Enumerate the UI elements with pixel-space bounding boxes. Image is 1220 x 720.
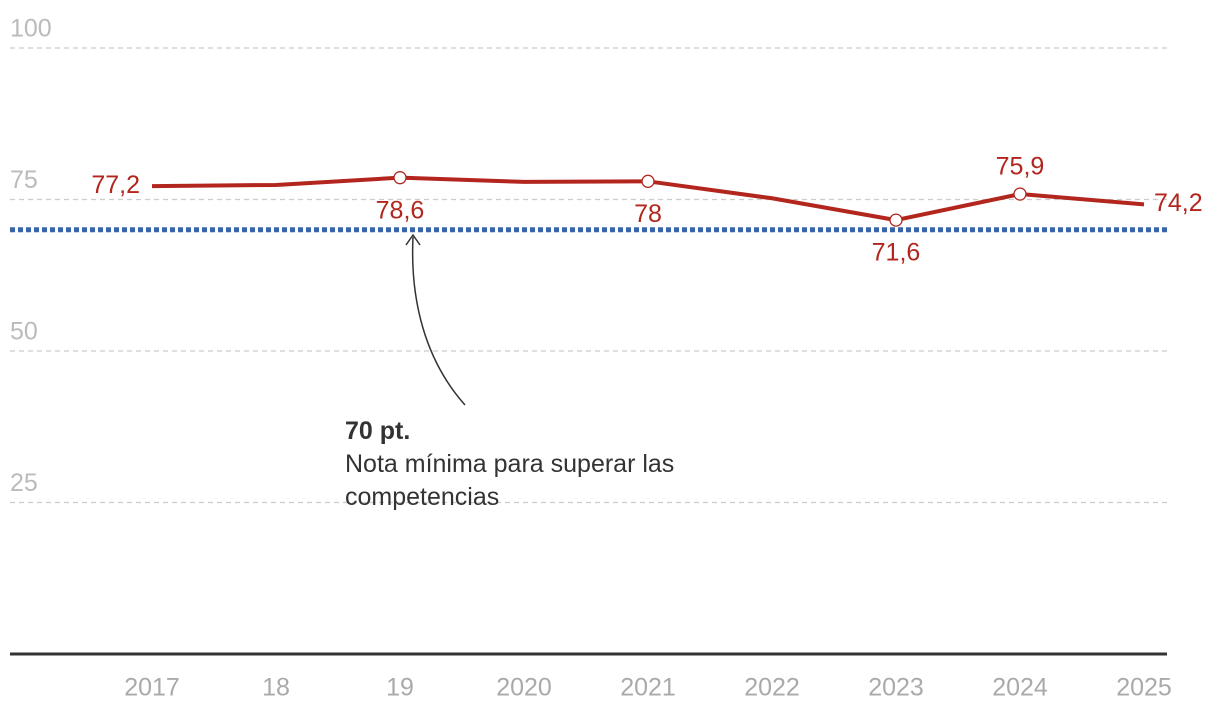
point-marker: [1013, 187, 1027, 201]
data-label: 78: [634, 200, 662, 228]
arrow-head: [405, 233, 421, 246]
x-tick-label: 18: [262, 674, 290, 702]
annotation-arrow: [411, 236, 466, 406]
x-tick-label: 2022: [744, 674, 800, 702]
y-tick-label: 75: [10, 166, 38, 194]
data-label: 71,6: [872, 239, 921, 267]
data-label: 75,9: [996, 153, 1045, 181]
data-label: 78,6: [376, 196, 425, 224]
annotation-text: Nota mínima para superar las competencia…: [345, 450, 675, 511]
y-tick-label: 25: [10, 469, 38, 497]
point-marker: [889, 213, 903, 227]
y-tick-label: 50: [10, 318, 38, 346]
point-marker: [641, 174, 655, 188]
y-tick-label: 100: [10, 15, 52, 43]
x-tick-label: 2017: [124, 674, 180, 702]
annotation: 70 pt. Nota mínima para superar las compe…: [345, 415, 735, 514]
point-marker: [393, 171, 407, 185]
x-tick-label: 2020: [496, 674, 552, 702]
x-tick-label: 2023: [868, 674, 924, 702]
x-tick-label: 2024: [992, 674, 1048, 702]
data-label: 77,2: [91, 171, 140, 199]
data-label: 74,2: [1154, 189, 1203, 217]
x-tick-label: 2021: [620, 674, 676, 702]
x-tick-label: 19: [386, 674, 414, 702]
x-tick-label: 2025: [1116, 674, 1172, 702]
annotation-title: 70 pt.: [345, 417, 411, 445]
